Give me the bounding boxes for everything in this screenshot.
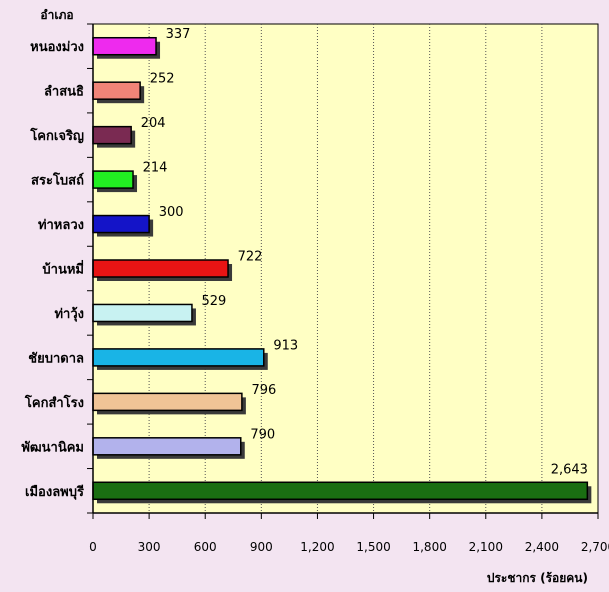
value-label: 2,643 — [551, 462, 588, 477]
x-tick-label: 300 — [138, 540, 161, 554]
x-tick-label: 900 — [250, 540, 273, 554]
bar — [92, 81, 141, 100]
value-label: 529 — [202, 294, 227, 309]
category-label: พัฒนานิคม — [21, 440, 84, 455]
grid-lines — [148, 24, 543, 513]
bar — [92, 170, 134, 189]
value-label: 796 — [251, 383, 276, 398]
value-label: 337 — [166, 27, 191, 42]
category-label: ท่าหลวง — [38, 218, 84, 233]
category-label: สระโบสถ์ — [31, 172, 84, 189]
bar — [92, 36, 157, 56]
x-axis-title: ประชากร (ร้อยคน) — [487, 571, 588, 585]
x-tick-label: 2,700 — [581, 540, 609, 554]
value-label: 913 — [273, 338, 298, 353]
category-label: ท่าวุ้ง — [54, 306, 84, 322]
category-label: โคกสำโรง — [24, 394, 84, 411]
x-ticks: 0 300 600 900 1,200 1,500 1,800 2,100 2,400 2,700 — [89, 513, 609, 554]
category-label: ลำสนธิ — [44, 84, 84, 100]
category-labels: หนองม่วงลำสนธิโคกเจริญสระโบสถ์ท่าหลวงบ้า… — [21, 40, 84, 500]
value-label: 252 — [150, 72, 175, 87]
x-tick-label: 1,500 — [356, 540, 390, 554]
x-tick-label: 1,200 — [300, 540, 334, 554]
category-label: เมืองลพบุรี — [25, 484, 84, 500]
category-label: ชัยบาดาล — [28, 351, 84, 366]
bar — [92, 348, 265, 367]
bar — [92, 125, 132, 145]
bar — [92, 437, 242, 456]
category-label: หนองม่วง — [30, 40, 84, 55]
y-ticks — [87, 23, 93, 514]
value-label: 790 — [250, 427, 275, 442]
category-label: บ้านหมี่ — [42, 260, 84, 278]
category-label: โคกเจริญ — [29, 127, 84, 144]
bar — [92, 214, 150, 234]
value-label: 300 — [159, 205, 184, 220]
x-tick-label: 1,800 — [412, 540, 446, 554]
value-labels: 337 252 204 214 300 722 529 913 796 790 2,643 — [141, 27, 588, 477]
value-label: 204 — [141, 116, 166, 131]
bar — [92, 481, 589, 501]
value-label: 214 — [143, 161, 168, 176]
value-label: 722 — [238, 250, 263, 265]
x-tick-label: 0 — [89, 540, 97, 554]
y-axis-title: อำเภอ — [40, 8, 73, 22]
bar — [92, 392, 243, 412]
bars — [92, 36, 592, 504]
x-tick-label: 2,400 — [525, 540, 559, 554]
bar — [92, 303, 193, 323]
x-tick-label: 600 — [194, 540, 217, 554]
bar — [92, 259, 229, 278]
x-tick-label: 2,100 — [469, 540, 503, 554]
